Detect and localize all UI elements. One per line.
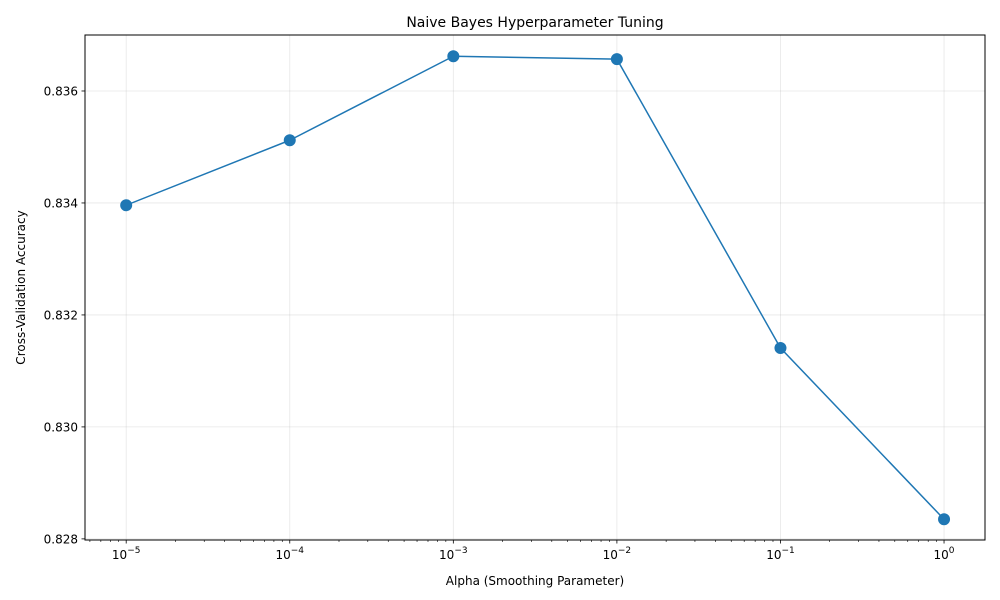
series-layer	[120, 50, 951, 526]
x-tick-label: 10−3	[439, 546, 468, 562]
x-tick-label: 10−4	[275, 546, 304, 562]
y-tick-label: 0.834	[44, 196, 78, 210]
ticks: 10−5 10−4 10−3 10−2 10−1 100 0.828 0.830 0.832 0.…	[44, 84, 955, 562]
y-tick-label: 0.836	[44, 84, 78, 98]
y-axis-label: Cross-Validation Accuracy	[14, 210, 28, 364]
x-tick-label: 10−5	[112, 546, 141, 562]
data-point	[610, 53, 623, 66]
data-point	[120, 199, 133, 212]
x-tick-label: 100	[934, 546, 955, 562]
x-tick-label: 10−1	[766, 546, 795, 562]
data-point	[283, 134, 296, 147]
x-axis-label: Alpha (Smoothing Parameter)	[446, 574, 624, 588]
grid	[85, 35, 985, 540]
plot-frame	[84, 34, 986, 541]
y-tick-label: 0.830	[44, 420, 78, 434]
chart-title: Naive Bayes Hyperparameter Tuning	[406, 15, 663, 31]
series-line	[125, 55, 945, 520]
data-point	[447, 50, 460, 63]
y-tick-label: 0.828	[44, 532, 78, 546]
data-point	[774, 341, 787, 354]
y-tick-label: 0.832	[44, 308, 78, 322]
data-point	[938, 513, 951, 526]
x-tick-label: 10−2	[603, 546, 632, 562]
